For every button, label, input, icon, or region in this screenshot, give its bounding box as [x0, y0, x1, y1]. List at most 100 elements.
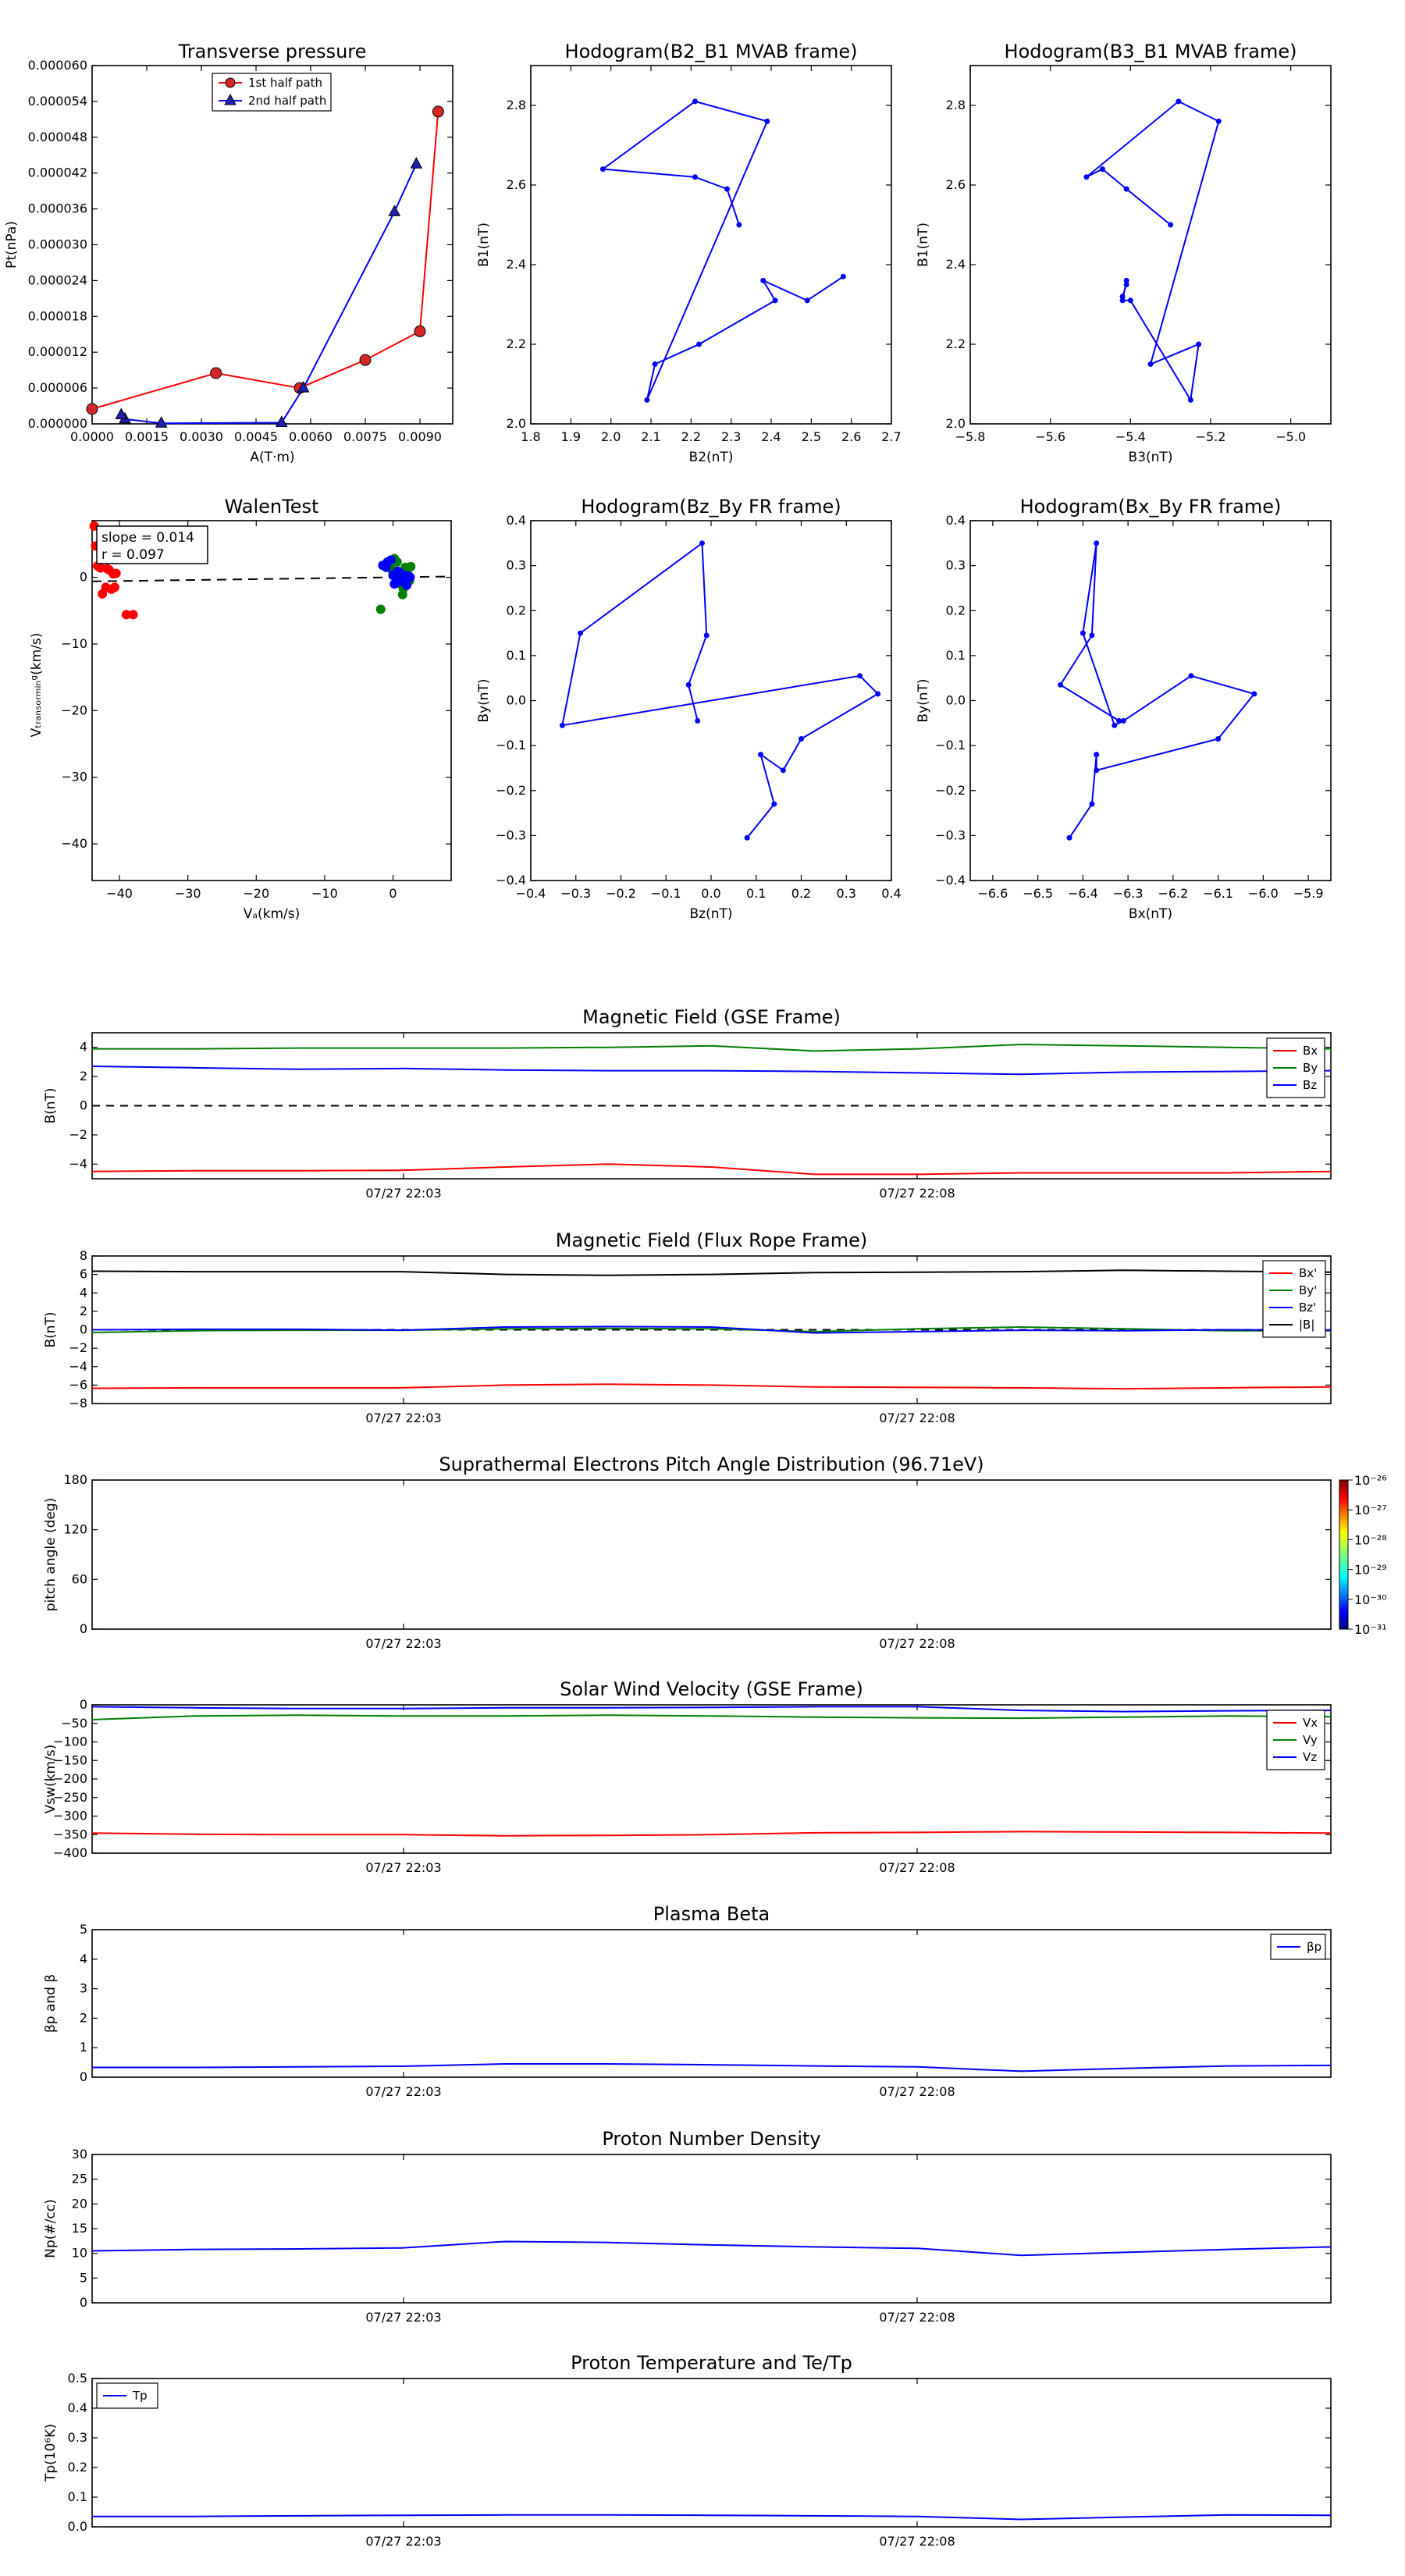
h4-data-point: [1215, 735, 1222, 742]
h1-xtick-label: 1.9: [561, 429, 581, 444]
h4-ytick-label: 0.4: [946, 513, 966, 528]
h2-ytick-label: 2.4: [946, 257, 966, 272]
ts5-ylabel: βp and β: [43, 1974, 59, 2033]
h4-xlabel: Bx(nT): [1129, 906, 1172, 922]
ts5-ytick-label: 0: [80, 2069, 87, 2084]
h2-plot-frame: [969, 65, 1332, 425]
tp-series-1-point: [86, 403, 98, 415]
ts3-colorbar: [1339, 1479, 1349, 1630]
h2-data-point: [1196, 341, 1202, 347]
ts4-time-tick-label: 07/27 22:03: [365, 1860, 441, 1875]
h1-ytick-label: 2.4: [507, 257, 526, 272]
h4-xtick-label: −6.1: [1203, 886, 1233, 901]
h1-data-point: [760, 277, 767, 283]
h2-title: Hodogram(B3_B1 MVAB frame): [1005, 41, 1297, 62]
ts6-ytick-label: 15: [72, 2221, 87, 2236]
h1-ylabel: B1(nT): [476, 222, 492, 267]
h3-data-point: [744, 834, 750, 841]
wt-data-point-2: [406, 561, 416, 571]
h2-xtick-label: −5.4: [1115, 429, 1146, 444]
ts1-ytick-label: 2: [80, 1069, 87, 1083]
ts5-ytick-label: 2: [80, 2010, 87, 2025]
ts4-ytick-label: −250: [53, 1790, 87, 1805]
ts1-ylabel: B(nT): [43, 1087, 59, 1123]
tp-series-2-point: [388, 205, 401, 216]
wt-title: WalenTest: [225, 496, 319, 518]
tp-ytick-label: 0.000054: [28, 94, 87, 109]
ts5-ytick-label: 5: [80, 1922, 87, 1937]
wt-data-point-3: [393, 566, 403, 576]
h2-ytick-label: 2.2: [946, 336, 966, 351]
wt-ytick-label: 0: [80, 570, 87, 585]
ts2-series-2-line: [91, 1325, 1331, 1333]
h1-data-point: [692, 98, 698, 105]
ts4-ytick-label: −50: [61, 1716, 87, 1731]
ts7-legend-label-1: Tp: [132, 2389, 148, 2403]
tp-ytick-label: 0.000006: [28, 380, 87, 395]
h3-ytick-label: 0.3: [507, 558, 526, 573]
wt-xtick-label: −20: [243, 886, 269, 901]
h1-ytick-label: 2.0: [507, 416, 526, 431]
h1-xtick-label: 1.8: [521, 429, 540, 444]
ts7-title: Proton Temperature and Te/Tp: [571, 2352, 852, 2374]
h3-data-point: [695, 717, 701, 724]
wt-data-point-3: [386, 555, 396, 565]
h3-data-point: [685, 681, 692, 688]
ts3-colorbar-tick-label: 10⁻²⁹: [1354, 1563, 1387, 1578]
tp-series-2-point: [410, 157, 423, 169]
h1-data-point: [724, 186, 731, 192]
h2-data-point: [1147, 361, 1154, 367]
ts2-ytick-label: 8: [80, 1248, 87, 1263]
h1-xtick-label: 2.6: [841, 429, 861, 444]
h1-xlabel: B2(nT): [689, 450, 734, 465]
h1-ytick-label: 2.8: [507, 98, 526, 112]
ts7-series-1-line: [92, 2514, 1332, 2521]
h2-data-point: [1215, 118, 1222, 124]
h3-xtick-label: 0.0: [701, 886, 720, 901]
tp-legend-marker-1: [225, 77, 236, 88]
h3-data-point: [559, 722, 565, 728]
ts3-ytick-label: 180: [63, 1472, 87, 1487]
tp-xtick-label: 0.0075: [343, 429, 387, 444]
h3-data-point: [699, 540, 705, 546]
tp-series-2-point: [297, 381, 310, 393]
h1-data-point: [804, 297, 810, 304]
ts6-title: Proton Number Density: [602, 2128, 820, 2150]
ts6-time-tick-label: 07/27 22:03: [365, 2310, 441, 2325]
ts4-series-3-line: [91, 1706, 1332, 1713]
wt-xtick-label: 0: [389, 886, 397, 901]
h2-ylabel: B1(nT): [916, 222, 931, 267]
ts2-time-tick-label: 07/27 22:03: [365, 1411, 441, 1425]
ts1-ytick-label: −2: [69, 1127, 87, 1142]
h4-data-point: [1080, 630, 1086, 636]
h1-data-point: [736, 222, 742, 228]
h4-title: Hodogram(Bx_By FR frame): [1020, 496, 1282, 518]
tp-series-1-point: [359, 354, 372, 366]
ts2-ytick-label: −8: [69, 1396, 87, 1411]
ts2-legend-label-4: |B|: [1299, 1318, 1314, 1332]
h4-ytick-label: −0.3: [935, 827, 966, 842]
ts4-ytick-label: −350: [53, 1827, 87, 1841]
h1-xtick-label: 2.7: [881, 429, 901, 444]
tp-ytick-label: 0.000036: [28, 201, 87, 216]
ts5-time-tick-label: 07/27 22:08: [879, 2084, 955, 2099]
ts3-colorbar-tick-label: 10⁻³¹: [1354, 1622, 1387, 1637]
ts7-ytick-label: 0.5: [68, 2371, 87, 2386]
ts2-legend-label-3: Bz': [1299, 1300, 1316, 1315]
h3-data-point: [857, 673, 863, 679]
ts7-plot-frame: [91, 2378, 1332, 2528]
ts3-colorbar-tick-label: 10⁻²⁷: [1354, 1503, 1387, 1517]
tp-xtick-label: 0.0000: [70, 429, 114, 444]
ts6-ylabel: Np(#/cc): [43, 2199, 59, 2258]
wt-r-text: r = 0.097: [101, 547, 165, 563]
ts4-legend-label-3: Vz: [1303, 1750, 1317, 1764]
wt-data-point-1: [109, 582, 119, 592]
h1-plot-frame: [530, 65, 892, 425]
h3-ylabel: By(nT): [476, 678, 492, 722]
tp-ytick-label: 0.000012: [28, 344, 87, 359]
ts4-time-tick-label: 07/27 22:08: [879, 1860, 955, 1875]
h4-ytick-label: 0.3: [946, 558, 966, 573]
h2-data-point: [1176, 98, 1182, 105]
h3-ytick-label: −0.1: [496, 738, 526, 753]
ts7-ytick-label: 0.4: [68, 2400, 87, 2415]
